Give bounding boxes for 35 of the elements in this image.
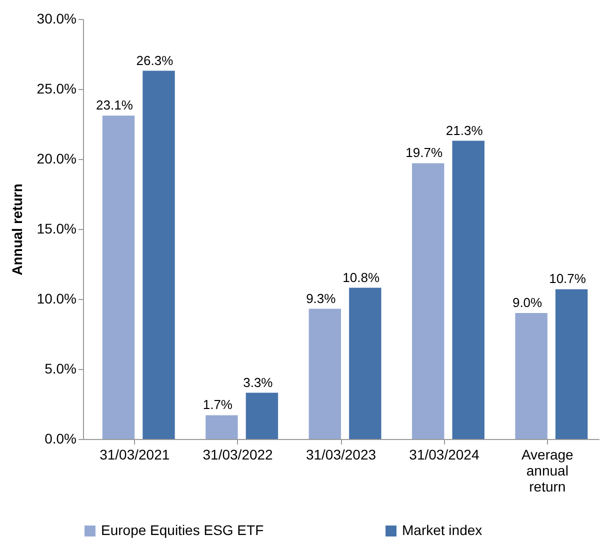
- bar: [246, 392, 278, 439]
- data-label: 1.7%: [202, 397, 233, 412]
- bar: [452, 140, 484, 439]
- bar: [555, 289, 588, 439]
- x-tick-label: Average annual return: [521, 446, 574, 494]
- bar: [515, 313, 548, 439]
- data-label: 23.1%: [96, 98, 134, 113]
- legend-label: Market index: [402, 522, 482, 538]
- y-axis-title: Annual return: [8, 184, 25, 276]
- y-tick-label: 10.0%: [36, 290, 76, 306]
- data-label: 26.3%: [136, 52, 174, 68]
- y-tick-label: 0.0%: [44, 430, 76, 446]
- data-label: 10.7%: [549, 271, 586, 286]
- y-tick-label: 25.0%: [36, 80, 76, 96]
- y-tick-label: 20.0%: [36, 150, 76, 166]
- x-tick-label: 31/03/2024: [409, 446, 480, 462]
- legend-label: Europe Equities ESG ETF: [101, 522, 264, 538]
- y-tick-label: 15.0%: [36, 220, 76, 236]
- bar: [412, 163, 444, 439]
- data-label: 3.3%: [243, 374, 274, 390]
- bar: [102, 116, 135, 439]
- y-tick-label: 5.0%: [44, 360, 76, 376]
- bar: [206, 415, 238, 439]
- bar: [349, 288, 382, 439]
- data-label: 10.8%: [342, 270, 380, 285]
- data-label: 21.3%: [446, 122, 484, 138]
- data-label: 9.0%: [512, 295, 543, 310]
- data-label: 9.3%: [306, 290, 336, 306]
- data-label: 19.7%: [406, 145, 443, 160]
- y-tick-label: 30.0%: [36, 10, 76, 26]
- x-tick-label: 31/03/2021: [100, 446, 170, 462]
- bar: [308, 308, 341, 439]
- x-tick-label: 31/03/2023: [306, 446, 376, 462]
- x-tick-label: 31/03/2022: [202, 446, 274, 462]
- bar: [142, 70, 175, 439]
